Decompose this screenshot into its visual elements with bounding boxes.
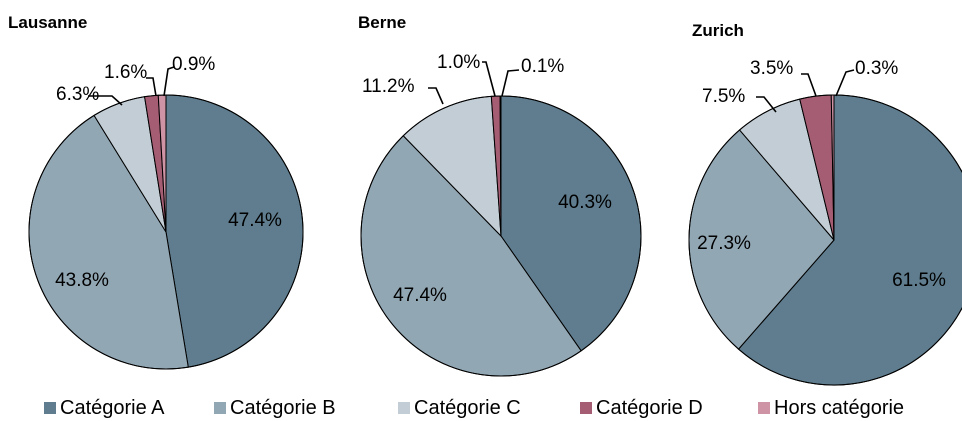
legend-label-categorie-d: Catégorie D (596, 397, 703, 419)
lausanne-label-categorie-a: 47.4% (228, 210, 282, 231)
lausanne-pie: Lausanne 47.4% 43.8% 6.3%1.6% 0.9% (8, 13, 304, 370)
berne-leader-line-hors-categorie (501, 69, 520, 97)
zurich-leader-line-hors-categorie (835, 69, 855, 97)
zurich-label-categorie-a: 61.5% (892, 270, 946, 291)
berne-label-categorie-b: 47.4% (393, 285, 447, 306)
lausanne-leader-line-hors-categorie (163, 66, 175, 97)
lausanne-slice-categorie-a (165, 94, 304, 368)
zurich-pie: Zurich 61.5% 27.3% 7.5%3.5% 0.3% (688, 21, 962, 386)
lausanne-outline (28, 94, 304, 370)
lausanne-leader-line-categorie-c (88, 95, 123, 106)
berne-pie: Berne 40.3% 47.4% 11.2% 1.0% 0.1% (358, 13, 642, 377)
zurich-title: Zurich (692, 21, 744, 40)
legend-swatch-categorie-a (44, 402, 56, 414)
zurich-label-categorie-b: 27.3% (697, 233, 751, 254)
lausanne-label-categorie-b: 43.8% (55, 270, 109, 291)
berne-outline (360, 95, 642, 377)
legend: Catégorie A Catégorie B Catégorie C Catégor… (44, 397, 904, 419)
legend-label-categorie-b: Catégorie B (230, 397, 336, 419)
zurich-leader-line-categorie-c (756, 96, 777, 113)
legend-swatch-categorie-d (580, 402, 592, 414)
berne-leader-line-categorie-d (482, 61, 496, 97)
berne-label-hors-categorie: 0.1% (521, 56, 564, 77)
legend-item-hors-categorie: Hors catégorie (758, 397, 904, 419)
legend-swatch-categorie-c (398, 402, 410, 414)
legend-item-categorie-b: Catégorie B (214, 397, 336, 419)
berne-label-categorie-a: 40.3% (558, 192, 612, 213)
legend-swatch-categorie-b (214, 402, 226, 414)
lausanne-label-categorie-c: 6.3% (56, 84, 99, 105)
lausanne-label-hors-categorie: 0.9% (172, 54, 215, 75)
berne-label-categorie-c: 11.2% (362, 76, 415, 97)
lausanne-title: Lausanne (8, 13, 87, 32)
legend-label-hors-categorie: Hors catégorie (774, 397, 904, 419)
legend-item-categorie-d: Catégorie D (580, 397, 703, 419)
berne-leader-line-categorie-c (428, 87, 444, 105)
legend-label-categorie-a: Catégorie A (60, 397, 165, 419)
zurich-leader-line-categorie-d (801, 73, 817, 97)
berne-title: Berne (358, 13, 406, 32)
lausanne-label-categorie-d: 1.6% (104, 62, 147, 83)
legend-label-categorie-c: Catégorie C (414, 397, 521, 419)
zurich-label-categorie-d: 3.5% (750, 58, 793, 79)
legend-swatch-hors-categorie (758, 402, 770, 414)
zurich-outline (688, 94, 962, 386)
legend-item-categorie-a: Catégorie A (44, 397, 165, 419)
berne-label-categorie-d: 1.0% (437, 52, 480, 73)
legend-item-categorie-c: Catégorie C (398, 397, 521, 419)
zurich-label-categorie-c: 7.5% (702, 86, 745, 107)
zurich-label-hors-categorie: 0.3% (855, 58, 898, 79)
lausanne-leader-line-categorie-d (146, 77, 157, 97)
